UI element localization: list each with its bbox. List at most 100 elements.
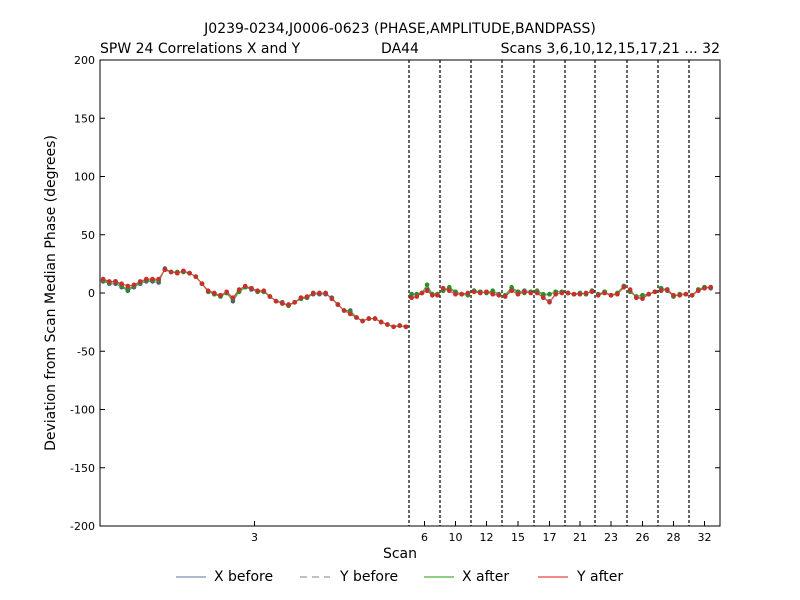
chart-subtitle-center: DA44 — [381, 41, 419, 57]
data-point-y-after — [509, 288, 514, 294]
data-point-y-after — [621, 284, 627, 290]
y-tick-label: -100 — [70, 404, 95, 417]
data-point-x-after — [424, 282, 430, 288]
data-point-y-after — [471, 289, 477, 295]
data-point-y-after — [335, 302, 341, 307]
data-point-y-after — [559, 290, 565, 296]
data-point-y-after — [175, 270, 180, 276]
data-point-y-after — [465, 290, 471, 296]
data-point-x-after — [125, 287, 131, 292]
data-point-x-after — [640, 293, 645, 298]
series-line-x-before — [102, 267, 407, 328]
series-line-x-after — [691, 286, 711, 296]
plot-area: 200 150 100 50 0 -50 -100 -150 -200 3 6 10 12 15 17 21 2… — [70, 54, 720, 544]
series-line-y-after — [691, 286, 711, 296]
data-point-y-after — [409, 295, 414, 301]
data-point-y-after — [571, 291, 577, 297]
data-point-y-after — [565, 290, 571, 296]
x-tick-label: 23 — [604, 531, 618, 544]
data-point-x-after — [547, 291, 552, 297]
data-point-y-after — [168, 269, 174, 275]
data-point-y-after — [329, 296, 335, 302]
data-point-y-after — [602, 290, 607, 296]
x-tick-label: 10 — [449, 531, 463, 544]
data-point-x-after — [409, 291, 414, 297]
x-tick-label: 17 — [543, 531, 557, 544]
data-point-y-after — [478, 290, 483, 296]
data-point-y-after — [608, 293, 614, 298]
data-point-y-after — [107, 279, 112, 284]
data-point-y-after — [304, 294, 310, 299]
data-point-y-after — [502, 294, 508, 299]
data-point-y-after — [671, 293, 676, 298]
data-point-y-after — [447, 288, 452, 294]
series-line-y-after — [102, 269, 407, 328]
x-tick-label: 3 — [251, 531, 258, 544]
data-point-y-after — [553, 291, 558, 297]
data-point-y-after — [528, 290, 534, 296]
data-point-y-after — [397, 323, 403, 328]
x-tick-label: 15 — [511, 531, 525, 544]
y-tick-label: -150 — [70, 462, 95, 475]
data-point-y-after — [144, 276, 149, 282]
data-point-y-after — [430, 293, 435, 298]
chart-title: J0239-0234,J0006-0623 (PHASE,AMPLITUDE,B… — [203, 21, 596, 37]
x-tick-label: 26 — [636, 531, 650, 544]
data-point-y-after — [261, 288, 267, 294]
data-point-y-after — [677, 293, 682, 298]
legend-label-y-after: Y after — [576, 569, 623, 585]
data-point-y-after — [193, 274, 199, 280]
x-tick-label: 6 — [421, 531, 428, 544]
data-point-y-after — [205, 288, 211, 294]
data-point-y-after — [646, 291, 651, 297]
data-point-y-after — [652, 289, 658, 295]
data-point-y-after — [577, 291, 583, 297]
data-point-y-after — [490, 291, 496, 297]
data-point-y-after — [391, 324, 396, 330]
data-point-x-after — [490, 288, 496, 294]
data-point-y-after — [589, 289, 595, 295]
data-point-y-after — [224, 289, 229, 295]
legend: X before Y before X after Y after — [176, 569, 623, 585]
data-point-y-after — [595, 293, 601, 298]
data-point-y-after — [403, 324, 409, 330]
data-point-x-after — [541, 291, 546, 297]
data-point-x-after — [447, 284, 452, 290]
data-point-y-after — [255, 288, 260, 294]
data-point-y-after — [181, 268, 186, 274]
data-point-y-after — [435, 293, 440, 298]
y-tick-label: 150 — [74, 112, 95, 125]
data-point-y-after — [547, 300, 552, 305]
data-point-y-after — [113, 279, 118, 284]
series-line-x-after — [102, 269, 407, 328]
data-point-y-after — [702, 286, 707, 291]
data-point-y-after — [199, 281, 205, 287]
data-point-y-after — [156, 276, 161, 282]
data-point-y-after — [634, 295, 639, 301]
data-point-y-after — [218, 293, 223, 298]
data-point-y-after — [273, 298, 279, 304]
data-point-y-after — [414, 294, 420, 299]
x-tick-label: 12 — [480, 531, 494, 544]
y-tick-label: 0 — [88, 287, 95, 300]
data-point-y-after — [419, 290, 425, 296]
y-tick-label: -50 — [77, 345, 95, 358]
data-point-y-after — [378, 319, 384, 325]
x-axis-label: Scan — [383, 546, 417, 562]
data-point-y-after — [137, 279, 143, 284]
y-tick-label: 50 — [81, 229, 95, 242]
chart-subtitle-right: Scans 3,6,10,12,15,17,21 ... 32 — [501, 41, 720, 57]
data-point-y-after — [280, 301, 285, 306]
data-point-y-after — [541, 295, 546, 301]
y-tick-label: 100 — [74, 171, 95, 184]
data-point-y-after — [360, 318, 365, 324]
data-point-y-after — [187, 270, 192, 276]
x-tick-label: 21 — [573, 531, 587, 544]
chart-subtitle-left: SPW 24 Correlations X and Y — [100, 41, 301, 57]
data-point-y-after — [615, 291, 620, 297]
data-point-y-after — [125, 283, 131, 289]
data-point-x-after — [509, 284, 514, 290]
data-point-y-after — [100, 276, 106, 282]
data-point-y-after — [372, 316, 378, 321]
